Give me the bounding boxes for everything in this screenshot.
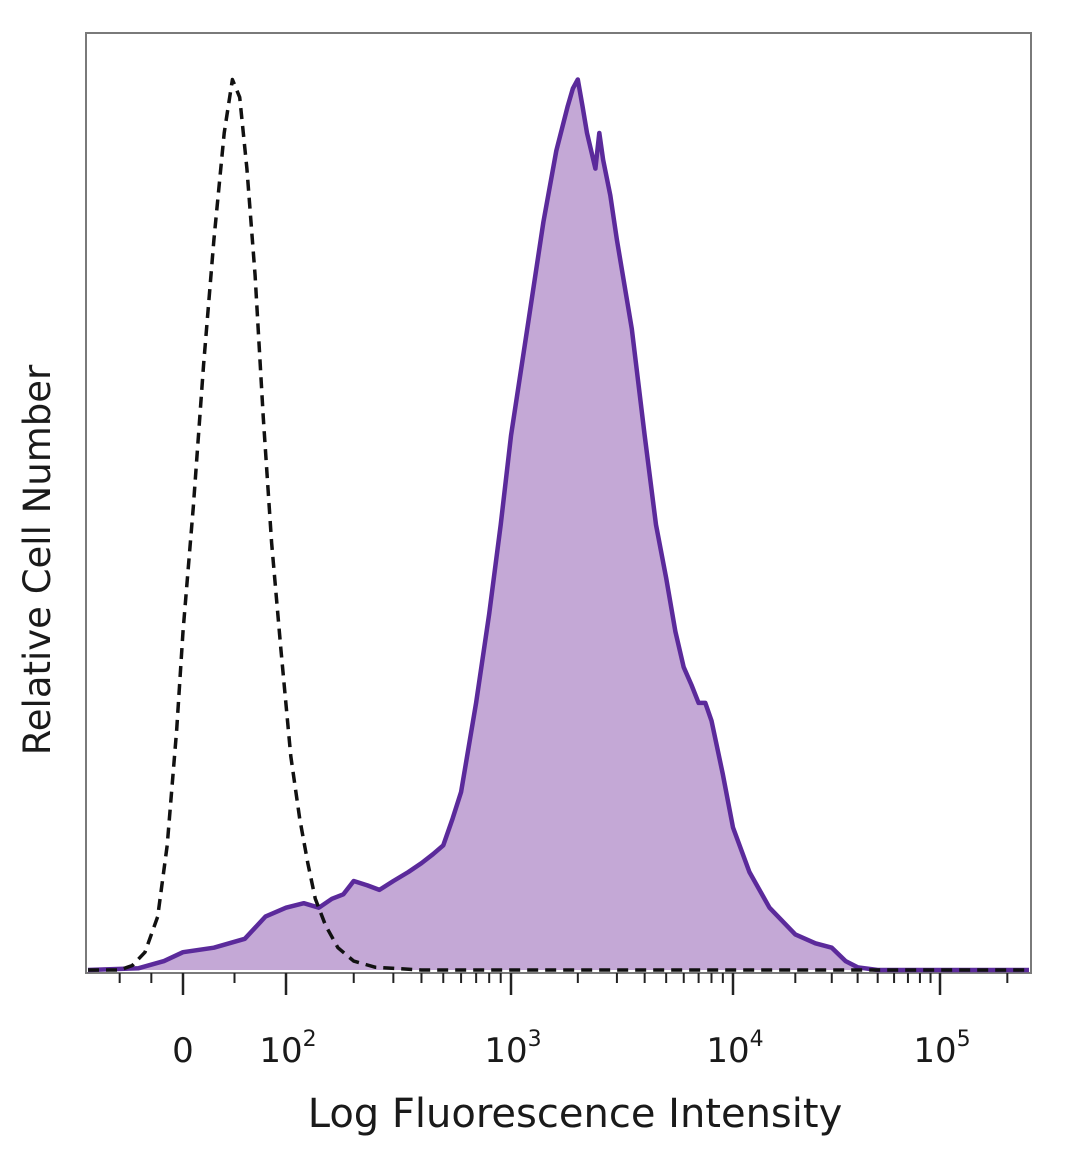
x-tick-label-exponent: 3 (528, 1027, 542, 1052)
x-tick-label-exponent: 2 (303, 1027, 317, 1052)
x-tick-label: 103 (484, 1027, 541, 1071)
x-tick-label: 0 (172, 1031, 194, 1071)
series-layer (87, 77, 1029, 973)
x-tick-label-exponent: 5 (957, 1027, 971, 1052)
sample-histogram-line (87, 77, 1029, 973)
x-axis-title: Log Fluorescence Intensity (308, 1091, 843, 1137)
x-tick-label: 102 (259, 1027, 316, 1071)
control-histogram-line (88, 77, 1029, 972)
x-axis: 0 102 103 104 105 (118, 973, 1009, 1071)
x-tick-label: 104 (706, 1027, 763, 1071)
y-axis-title: Relative Cell Number (16, 364, 59, 755)
sample-histogram-fill (88, 79, 1029, 970)
x-tick-label-exponent: 4 (750, 1027, 764, 1052)
plot-frame (85, 32, 1032, 974)
x-tick-label: 105 (913, 1027, 970, 1071)
